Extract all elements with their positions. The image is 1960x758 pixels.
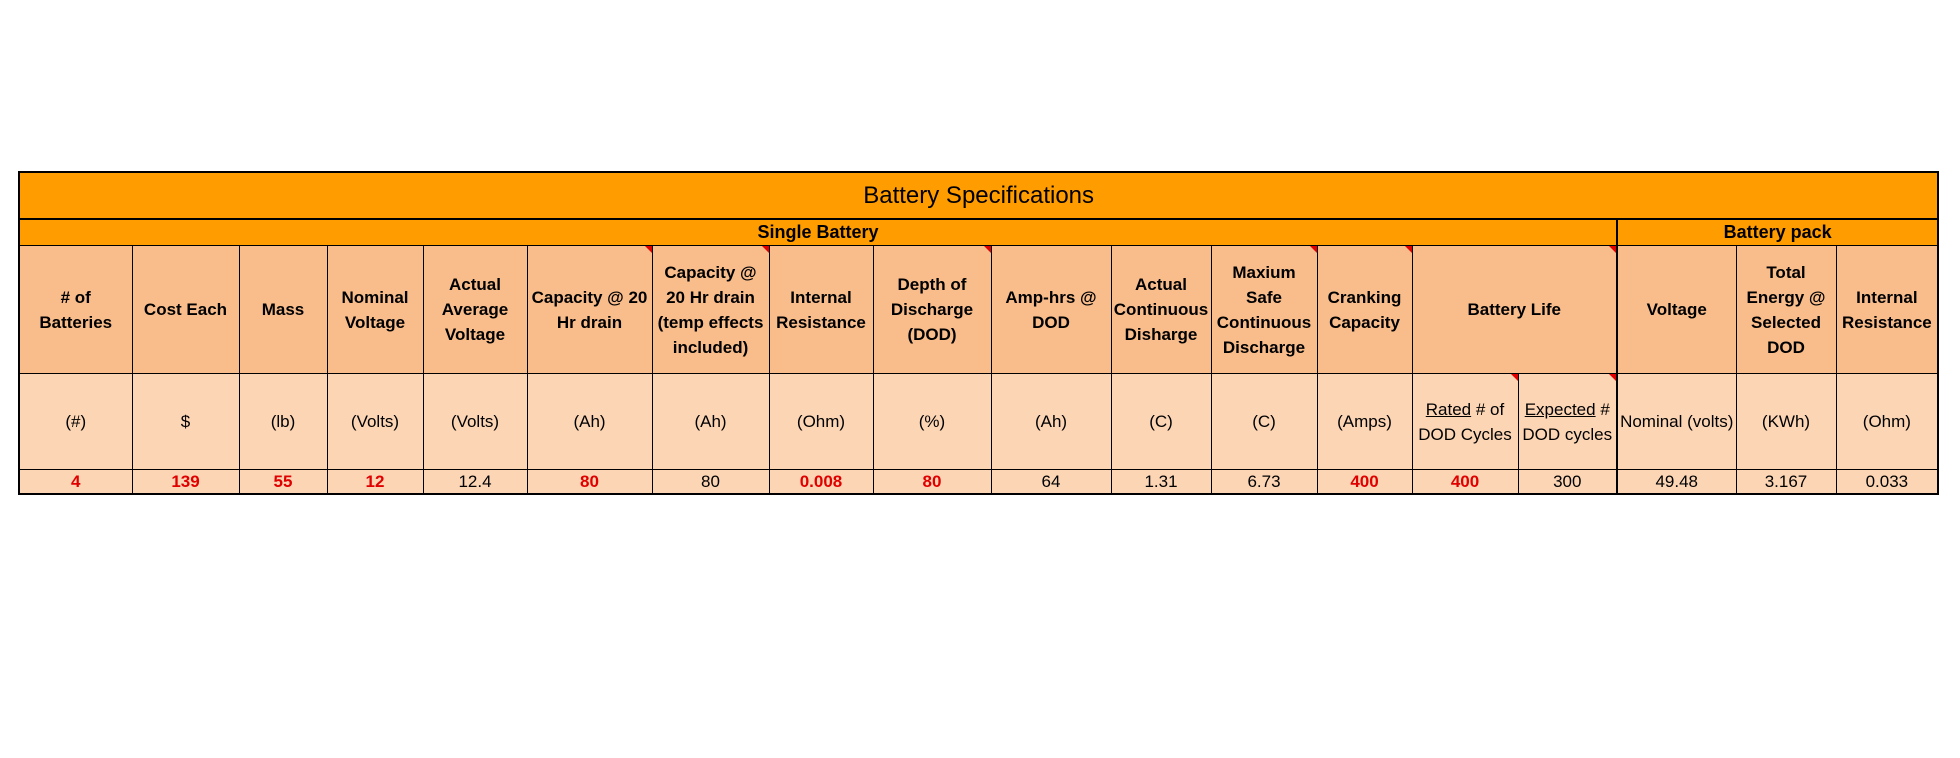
section-single-battery[interactable]: Single Battery — [18, 218, 1618, 246]
unit-expected-cycles[interactable]: Expected # DOD cycles — [1517, 373, 1618, 470]
value-actual-voltage[interactable]: 12.4 — [422, 469, 528, 495]
header-pack-resistance[interactable]: Internal Resistance — [1835, 245, 1940, 374]
unit-cost[interactable]: $ — [131, 373, 240, 470]
unit-amp-hrs[interactable]: (Ah) — [990, 373, 1112, 470]
value-cost[interactable]: 139 — [131, 469, 240, 495]
unit-capacity-20hr[interactable]: (Ah) — [526, 373, 653, 470]
rated-cycles-label: # of DOD Cycles — [1418, 399, 1512, 444]
units-row: (#) $ (lb) (Volts) (Volts) (Ah) (Ah) (Oh… — [18, 373, 1940, 470]
unit-capacity-temp[interactable]: (Ah) — [651, 373, 770, 470]
value-rated-cycles[interactable]: 400 — [1411, 469, 1519, 495]
header-batteries[interactable]: # of Batteries — [18, 245, 133, 374]
unit-batteries[interactable]: (#) — [18, 373, 133, 470]
header-cost[interactable]: Cost Each — [131, 245, 240, 374]
header-nominal-voltage[interactable]: Nominal Voltage — [326, 245, 424, 374]
expected-label: Expected — [1524, 399, 1596, 419]
value-continuous-discharge[interactable]: 1.31 — [1110, 469, 1212, 495]
table-title[interactable]: Battery Specifications — [17, 171, 1940, 220]
header-pack-voltage[interactable]: Voltage — [1616, 245, 1737, 374]
header-battery-life[interactable]: Battery Life — [1411, 245, 1618, 374]
values-row: 4 139 55 12 12.4 80 80 0.008 80 64 1.31 … — [18, 469, 1940, 495]
unit-pack-voltage[interactable]: Nominal (volts) — [1616, 373, 1737, 470]
value-dod[interactable]: 80 — [872, 469, 992, 495]
header-capacity-temp[interactable]: Capacity @ 20 Hr drain (temp effects inc… — [651, 245, 770, 374]
header-row: # of Batteries Cost Each Mass Nominal Vo… — [18, 245, 1940, 374]
unit-dod[interactable]: (%) — [872, 373, 992, 470]
value-capacity-20hr[interactable]: 80 — [526, 469, 653, 495]
header-total-energy[interactable]: Total Energy @ Selected DOD — [1735, 245, 1837, 374]
section-row: Single Battery Battery pack — [18, 218, 1940, 246]
value-cranking-capacity[interactable]: 400 — [1316, 469, 1413, 495]
header-actual-voltage[interactable]: Actual Average Voltage — [422, 245, 528, 374]
unit-cranking-capacity[interactable]: (Amps) — [1316, 373, 1413, 470]
value-pack-voltage[interactable]: 49.48 — [1616, 469, 1737, 495]
value-amp-hrs[interactable]: 64 — [990, 469, 1112, 495]
header-mass[interactable]: Mass — [238, 245, 328, 374]
value-total-energy[interactable]: 3.167 — [1735, 469, 1837, 495]
unit-actual-voltage[interactable]: (Volts) — [422, 373, 528, 470]
header-amp-hrs[interactable]: Amp-hrs @ DOD — [990, 245, 1112, 374]
unit-rated-cycles[interactable]: Rated # of DOD Cycles — [1411, 373, 1519, 470]
value-max-safe-discharge[interactable]: 6.73 — [1210, 469, 1318, 495]
rated-label: Rated — [1425, 399, 1472, 419]
header-internal-resistance[interactable]: Internal Resistance — [768, 245, 874, 374]
value-batteries[interactable]: 4 — [18, 469, 133, 495]
header-max-safe-discharge[interactable]: Maxium Safe Continuous Discharge — [1210, 245, 1318, 374]
header-continuous-discharge[interactable]: Actual Continuous Disharge — [1110, 245, 1212, 374]
value-pack-resistance[interactable]: 0.033 — [1835, 469, 1940, 495]
unit-total-energy[interactable]: (KWh) — [1735, 373, 1837, 470]
unit-mass[interactable]: (lb) — [238, 373, 328, 470]
title-row: Battery Specifications — [17, 171, 1940, 220]
value-expected-cycles[interactable]: 300 — [1517, 469, 1618, 495]
battery-specifications-table: Battery Specifications Single Battery Ba… — [17, 171, 1940, 495]
value-mass[interactable]: 55 — [238, 469, 328, 495]
unit-internal-resistance[interactable]: (Ohm) — [768, 373, 874, 470]
unit-max-safe-discharge[interactable]: (C) — [1210, 373, 1318, 470]
expected-cycles-label: # DOD cycles — [1522, 399, 1613, 444]
header-capacity-20hr[interactable]: Capacity @ 20 Hr drain — [526, 245, 653, 374]
unit-nominal-voltage[interactable]: (Volts) — [326, 373, 424, 470]
value-capacity-temp[interactable]: 80 — [651, 469, 770, 495]
header-cranking-capacity[interactable]: Cranking Capacity — [1316, 245, 1413, 374]
value-internal-resistance[interactable]: 0.008 — [768, 469, 874, 495]
section-battery-pack[interactable]: Battery pack — [1615, 218, 1940, 246]
unit-pack-resistance[interactable]: (Ohm) — [1835, 373, 1940, 470]
value-nominal-voltage[interactable]: 12 — [326, 469, 424, 495]
header-dod[interactable]: Depth of Discharge (DOD) — [872, 245, 992, 374]
unit-continuous-discharge[interactable]: (C) — [1110, 373, 1212, 470]
